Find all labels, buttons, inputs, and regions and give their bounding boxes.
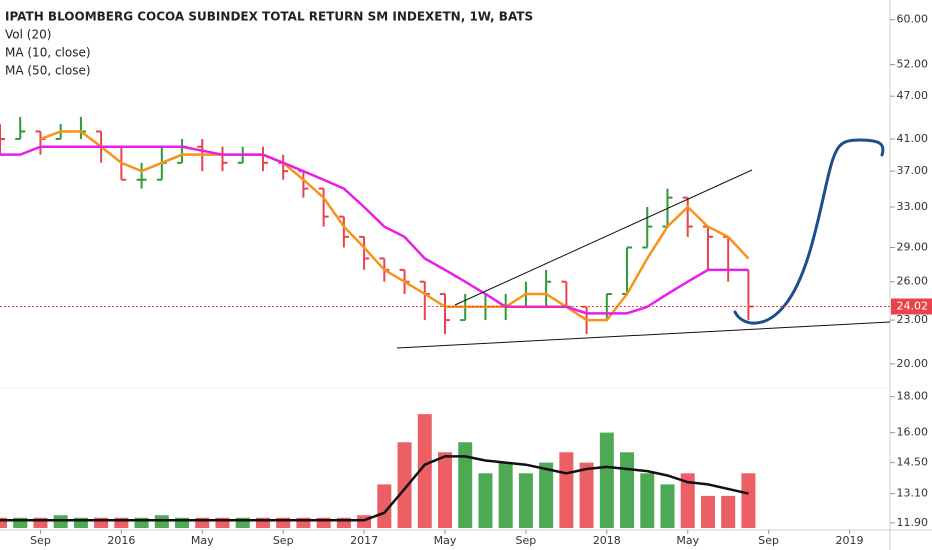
x-tick-label: May — [191, 534, 214, 547]
volume-bar — [620, 452, 635, 528]
volume-bar — [700, 495, 715, 528]
volume-bar — [0, 517, 7, 528]
volume-bar — [195, 517, 210, 528]
y-tick-label: 23.00 — [897, 313, 929, 326]
volume-bar — [255, 517, 270, 528]
x-tick-label: Sep — [516, 534, 537, 547]
volume-bar — [498, 462, 513, 528]
volume-bar — [640, 473, 655, 528]
x-tick-label: Sep — [273, 534, 294, 547]
legend-entry: Vol (20) — [5, 28, 51, 42]
volume-bar — [336, 517, 351, 528]
volume-bar — [114, 517, 129, 528]
volume-bar — [660, 484, 675, 528]
volume-bar — [438, 452, 452, 528]
volume-bar — [518, 473, 533, 528]
volume-bar — [680, 473, 695, 528]
volume-bar — [53, 515, 68, 528]
volume-bar — [175, 517, 190, 528]
ma-line — [40, 130, 750, 322]
x-tick-label: May — [434, 534, 457, 547]
y-tick-label: 13.10 — [897, 487, 929, 500]
volume-bar — [154, 515, 169, 528]
drawn-curve — [733, 138, 885, 325]
y-tick-label: 26.00 — [897, 275, 929, 288]
y-tick-label: 29.00 — [897, 240, 929, 253]
volume-ma — [0, 455, 749, 522]
x-tick-label: May — [676, 534, 699, 547]
y-tick-label: 33.00 — [897, 200, 929, 213]
plot — [0, 116, 756, 528]
x-tick-label: 2018 — [593, 534, 621, 547]
volume-bar — [235, 517, 250, 528]
y-tick-label: 18.00 — [897, 390, 929, 403]
last-price-box — [891, 298, 932, 315]
ma-line — [0, 145, 749, 315]
volume-bar — [215, 517, 230, 528]
volume-bar — [33, 517, 48, 528]
x-tick-label: 2016 — [107, 534, 135, 547]
volume-bar — [539, 462, 554, 528]
y-tick-label: 41.00 — [897, 132, 929, 145]
volume-bar — [13, 517, 28, 528]
y-tick-label: 37.00 — [897, 164, 929, 177]
y-tick-label: 52.00 — [897, 58, 929, 71]
y-tick-label: 11.90 — [897, 516, 929, 529]
x-tick-label: Sep — [30, 534, 51, 547]
last-price-label: 24.02 — [897, 300, 929, 313]
volume-bar — [599, 432, 614, 528]
trend-line — [454, 169, 753, 306]
volume-bar — [417, 414, 432, 528]
volume-bar — [276, 517, 291, 528]
volume-bar — [559, 452, 574, 528]
trend-line — [396, 321, 891, 349]
volume-bar — [296, 517, 311, 528]
volume-bar — [73, 517, 88, 528]
volume-bar — [478, 473, 493, 528]
volume-bar — [579, 462, 594, 528]
x-tick-label: 2019 — [836, 534, 864, 547]
volume-bar — [741, 473, 756, 528]
y-tick-label: 14.50 — [897, 456, 929, 469]
chart-title: IPATH BLOOMBERG COCOA SUBINDEX TOTAL RET… — [5, 10, 533, 24]
legend-entry: MA (50, close) — [5, 64, 91, 78]
x-tick-label: 2017 — [350, 534, 378, 547]
volume-bar — [458, 442, 473, 528]
x-tick-label: Sep — [758, 534, 779, 547]
volume-bar — [316, 517, 331, 528]
volume-bar — [397, 442, 412, 528]
volume-bar — [134, 517, 149, 528]
volume-bar — [721, 495, 736, 528]
y-tick-label: 20.00 — [897, 357, 929, 370]
y-tick-label: 16.00 — [897, 426, 929, 439]
y-tick-label: 47.00 — [897, 89, 929, 102]
volume-bar — [377, 484, 392, 528]
volume-bar — [94, 517, 109, 528]
y-tick-label: 60.00 — [897, 13, 929, 26]
legend-entry: MA (10, close) — [5, 46, 91, 60]
